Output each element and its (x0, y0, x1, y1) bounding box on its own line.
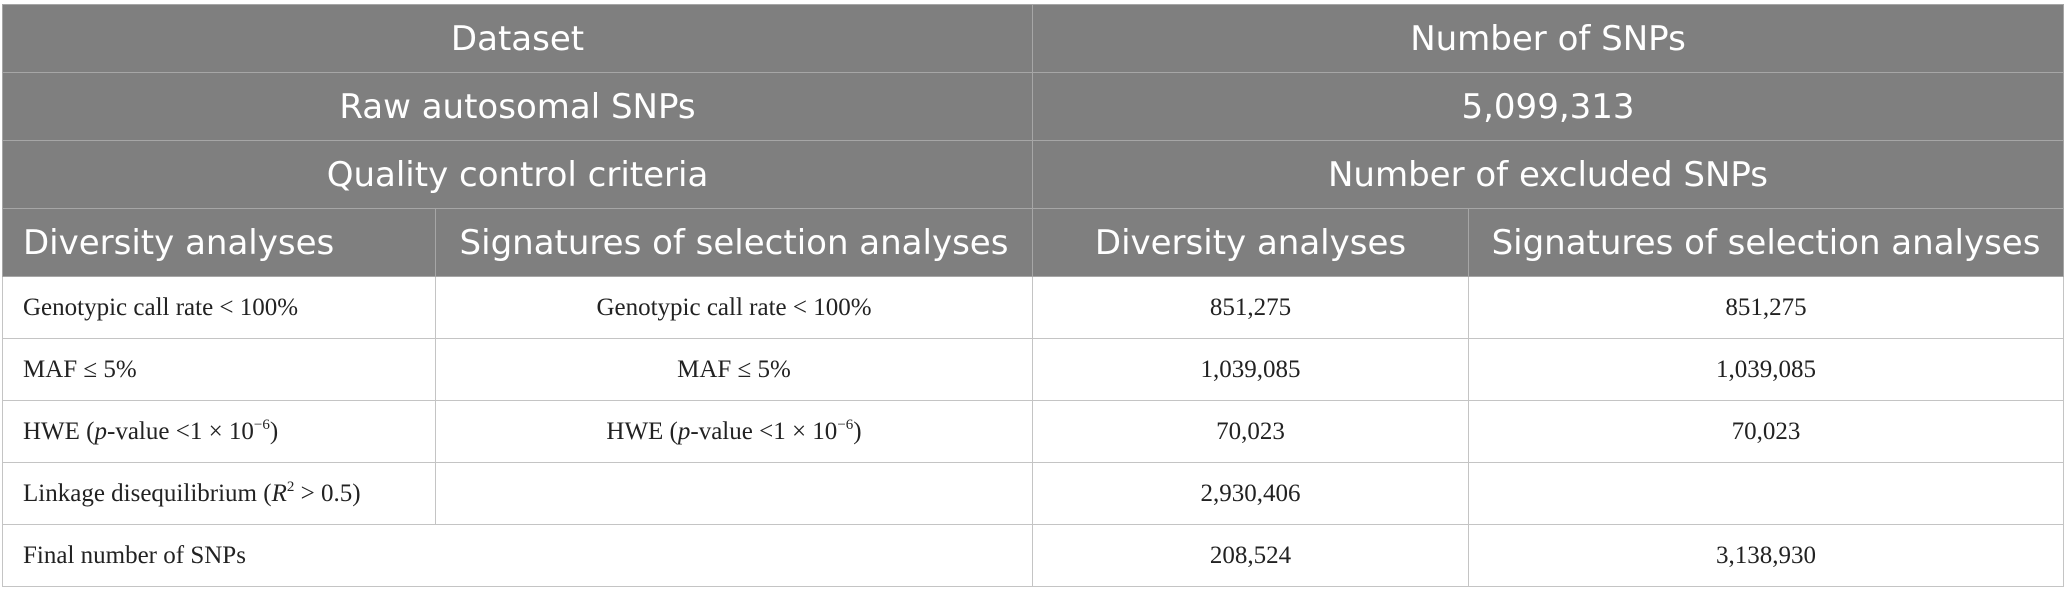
diversity-excluded-value: 70,023 (1032, 400, 1469, 463)
selection-excluded-value: 70,023 (1467, 400, 2065, 463)
header-row-dataset: Dataset Number of SNPs (2, 4, 2065, 73)
selection-excluded-value (1467, 462, 2065, 525)
snp-quality-control-table: Dataset Number of SNPs Raw autosomal SNP… (2, 4, 2065, 587)
criterion-text: -value <1 × 10 (107, 417, 254, 445)
table-row: Linkage disequilibrium (R2 > 0.5) 2,930,… (2, 462, 2065, 525)
diversity-analyses-header-2: Diversity analyses (1032, 208, 1469, 277)
table-container: Dataset Number of SNPs Raw autosomal SNP… (2, 4, 2065, 587)
header-row-qc: Quality control criteria Number of exclu… (2, 140, 2065, 209)
quality-control-criteria-header: Quality control criteria (2, 140, 1033, 209)
selection-analyses-header-2: Signatures of selection analyses (1467, 208, 2065, 277)
criterion-text: HWE ( (606, 417, 678, 445)
selection-analyses-header: Signatures of selection analyses (435, 208, 1033, 277)
raw-autosomal-snps-value: 5,099,313 (1031, 72, 2065, 141)
diversity-criterion: HWE (p-value <1 × 10−6) (2, 400, 436, 463)
criterion-text: HWE ( (23, 417, 95, 445)
criterion-text: ) (269, 417, 279, 445)
excluded-snps-header: Number of excluded SNPs (1031, 140, 2065, 209)
criterion-text: > 0.5) (294, 479, 361, 507)
diversity-excluded-value: 2,930,406 (1032, 462, 1469, 525)
diversity-criterion: Genotypic call rate < 100% (2, 276, 436, 339)
selection-criterion: MAF ≤ 5% (435, 338, 1033, 401)
criterion-text: ) (853, 417, 862, 445)
table-row: Genotypic call rate < 100% Genotypic cal… (2, 276, 2065, 339)
exponent: −6 (253, 416, 270, 433)
exponent: 2 (286, 478, 295, 495)
p-italic: p (94, 417, 108, 445)
diversity-excluded-value: 1,039,085 (1032, 338, 1469, 401)
criterion-text: Linkage disequilibrium ( (23, 479, 272, 507)
selection-criterion (435, 462, 1033, 525)
final-selection-value: 3,138,930 (1467, 524, 2065, 587)
diversity-criterion: Linkage disequilibrium (R2 > 0.5) (2, 462, 436, 525)
selection-excluded-value: 1,039,085 (1467, 338, 2065, 401)
header-row-analyses: Diversity analyses Signatures of selecti… (2, 208, 2065, 277)
selection-criterion: Genotypic call rate < 100% (435, 276, 1033, 339)
diversity-excluded-value: 851,275 (1032, 276, 1469, 339)
diversity-analyses-header: Diversity analyses (2, 208, 436, 277)
diversity-criterion: MAF ≤ 5% (2, 338, 436, 401)
number-of-snps-header: Number of SNPs (1031, 4, 2065, 73)
final-row: Final number of SNPs 208,524 3,138,930 (2, 524, 2065, 587)
r-italic: R (271, 479, 287, 507)
criterion-text: -value <1 × 10 (690, 417, 838, 445)
table-row: HWE (p-value <1 × 10−6) HWE (p-value <1 … (2, 400, 2065, 463)
table-row: MAF ≤ 5% MAF ≤ 5% 1,039,085 1,039,085 (2, 338, 2065, 401)
header-row-raw: Raw autosomal SNPs 5,099,313 (2, 72, 2065, 141)
final-diversity-value: 208,524 (1032, 524, 1469, 587)
raw-autosomal-snps-label: Raw autosomal SNPs (2, 72, 1033, 141)
dataset-header: Dataset (2, 4, 1033, 73)
p-italic: p (677, 417, 691, 445)
selection-excluded-value: 851,275 (1467, 276, 2065, 339)
selection-criterion: HWE (p-value <1 × 10−6) (435, 400, 1033, 463)
exponent: −6 (837, 416, 854, 433)
final-number-label: Final number of SNPs (2, 524, 1033, 587)
